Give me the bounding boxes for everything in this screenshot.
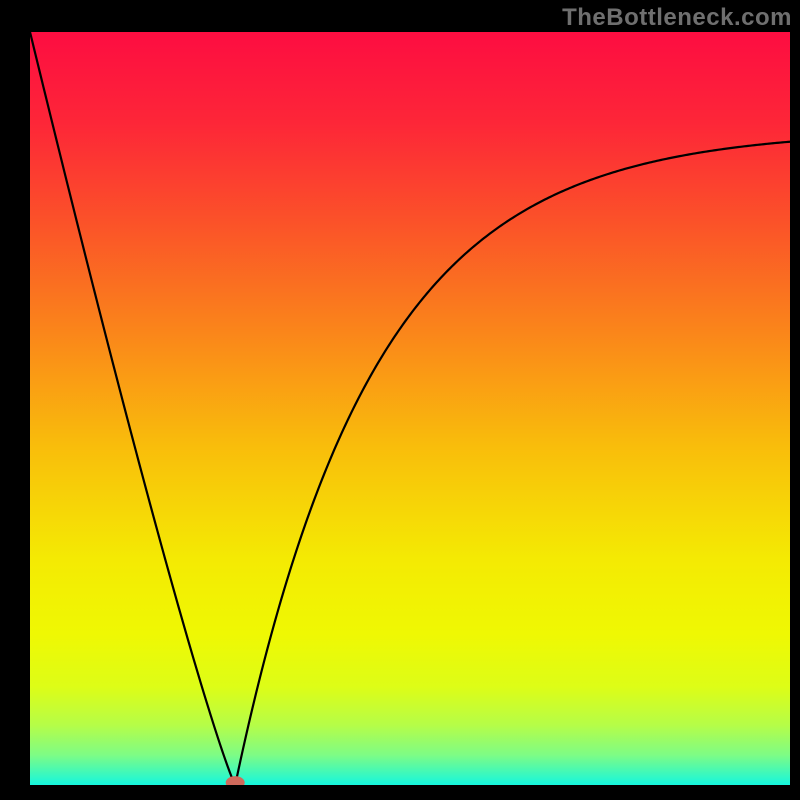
optimum-marker	[226, 777, 244, 785]
chart-frame: TheBottleneck.com	[0, 0, 800, 800]
watermark-text: TheBottleneck.com	[562, 4, 792, 32]
bottleneck-chart	[30, 32, 790, 785]
chart-background	[30, 32, 790, 785]
